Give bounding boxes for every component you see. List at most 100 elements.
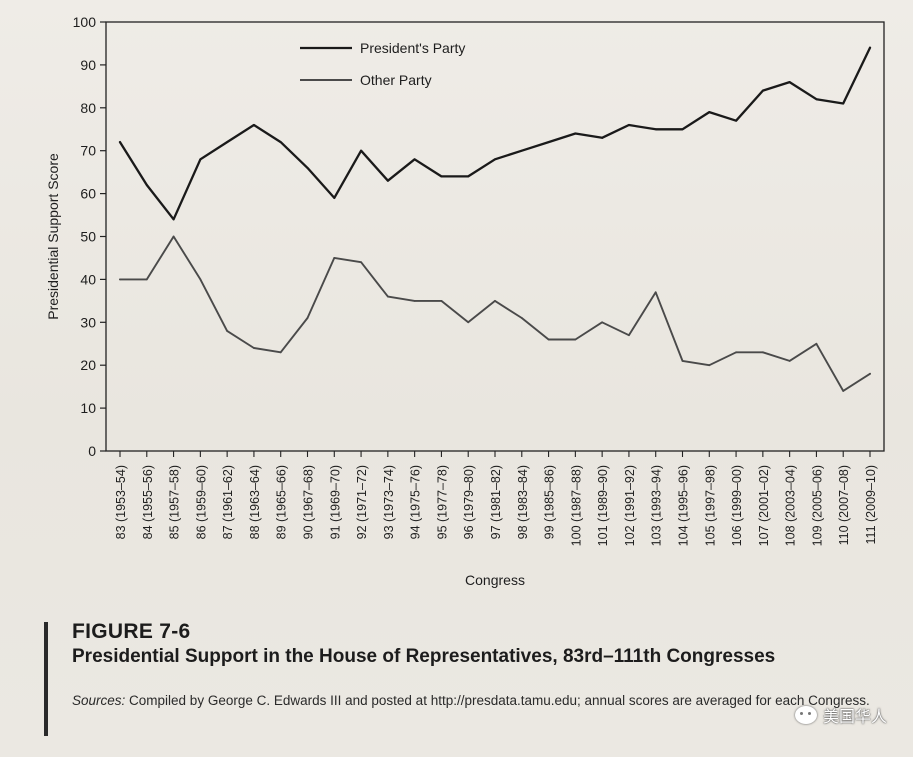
x-tick-label: 97 (1981–82): [489, 465, 503, 539]
data-point: [253, 347, 255, 349]
x-tick-label: 89 (1965–66): [275, 465, 289, 539]
data-point: [199, 278, 202, 281]
data-point: [735, 119, 737, 122]
x-tick-label: 91 (1969–70): [328, 465, 342, 539]
x-tick-label: 105 (1997–98): [703, 465, 717, 546]
data-point: [494, 158, 496, 161]
x-tick-label: 108 (2003–04): [784, 465, 798, 546]
data-point: [226, 141, 229, 144]
data-point: [226, 329, 229, 332]
data-point: [360, 261, 362, 264]
figure-caption: FIGURE 7-6 Presidential Support in the H…: [44, 620, 884, 738]
x-tick-label: 94 (1975–76): [409, 465, 423, 539]
data-point: [360, 149, 362, 152]
y-tick-label: 90: [80, 57, 96, 73]
data-point: [761, 351, 764, 354]
y-tick-label: 0: [88, 443, 96, 459]
x-tick-label: 87 (1961–62): [221, 465, 235, 539]
data-point: [574, 132, 577, 135]
data-point: [547, 338, 550, 341]
data-point: [279, 141, 282, 144]
x-tick-label: 107 (2001–02): [757, 465, 771, 546]
data-point: [520, 149, 523, 152]
data-point: [654, 291, 657, 294]
y-tick-label: 50: [80, 229, 96, 245]
data-point: [172, 235, 175, 238]
data-point: [628, 334, 630, 337]
data-point: [199, 158, 202, 161]
x-tick-label: 99 (1985–86): [543, 465, 557, 539]
x-tick-label: 100 (1987–88): [569, 465, 583, 546]
watermark: 美国华人: [794, 703, 887, 727]
data-point: [253, 124, 255, 126]
data-point: [386, 179, 389, 182]
source-text: Compiled by George C. Edwards III and po…: [125, 693, 870, 708]
data-point: [386, 295, 389, 298]
data-point: [869, 46, 871, 49]
data-point: [333, 196, 336, 199]
data-point: [467, 321, 470, 324]
data-point: [842, 102, 845, 105]
y-tick-label: 40: [80, 271, 96, 287]
x-tick-label: 103 (1993–94): [650, 465, 664, 546]
data-point: [520, 317, 523, 319]
data-point: [681, 360, 684, 362]
x-tick-label: 85 (1957–58): [168, 465, 182, 539]
y-tick-label: 70: [80, 143, 96, 159]
legend-label: President's Party: [360, 40, 465, 56]
figure-label: FIGURE 7-6: [72, 620, 191, 643]
wechat-icon: [794, 706, 817, 724]
data-point: [761, 89, 764, 92]
data-point: [574, 338, 577, 341]
data-point: [788, 360, 791, 362]
legend-label: Other Party: [360, 72, 432, 88]
figure-title: Presidential Support in the House of Rep…: [72, 646, 776, 667]
data-point: [333, 257, 336, 259]
x-tick-label: 90 (1967–68): [302, 465, 316, 539]
x-tick-label: 86 (1959–60): [194, 465, 208, 539]
data-point: [145, 184, 148, 186]
y-tick-label: 80: [80, 100, 96, 116]
data-point: [628, 124, 630, 126]
x-tick-label: 111 (2009–10): [864, 465, 878, 544]
data-point: [708, 111, 711, 113]
series-line-other-party: [119, 235, 871, 392]
x-tick-label: 83 (1953–54): [114, 465, 128, 539]
x-tick-label: 98 (1983–84): [516, 465, 530, 539]
data-point: [306, 166, 309, 169]
data-point: [842, 390, 845, 392]
figure-source: Sources: Compiled by George C. Edwards I…: [72, 690, 882, 711]
x-tick-label: 110 (2007–08): [837, 465, 851, 545]
data-point: [654, 128, 657, 131]
y-tick-label: 100: [73, 14, 97, 30]
watermark-text: 美国华人: [822, 707, 887, 726]
data-point: [815, 342, 818, 345]
data-point: [440, 299, 443, 302]
x-tick-label: 93 (1973–74): [382, 465, 396, 539]
y-tick-label: 60: [80, 186, 96, 202]
y-tick-label: 20: [80, 357, 96, 373]
x-tick-label: 106 (1999–00): [730, 465, 744, 546]
y-tick-label: 10: [80, 400, 96, 416]
data-point: [815, 98, 818, 101]
x-tick-label: 84 (1955–56): [141, 465, 155, 539]
caption-rule: [44, 622, 48, 736]
data-point: [788, 81, 791, 83]
data-point: [306, 317, 309, 319]
x-tick-label: 104 (1995–96): [677, 465, 691, 546]
x-tick-label: 109 (2005–06): [810, 465, 824, 546]
x-tick-label: 88 (1963–64): [248, 465, 262, 539]
y-axis-label: Presidential Support Score: [45, 153, 61, 320]
x-tick-label: 96 (1979–80): [462, 465, 476, 539]
data-point: [467, 175, 470, 178]
x-tick-label: 92 (1971–72): [355, 465, 369, 539]
x-tick-label: 101 (1989–90): [596, 465, 610, 546]
x-tick-label: 95 (1977–78): [435, 465, 449, 539]
plot-frame: [105, 21, 885, 452]
presidential-support-chart: 0 10 20 30 40 50 60 70 80 90 100 Presidential Suppo…: [45, 14, 885, 588]
data-point: [601, 321, 604, 324]
y-tick-label: 30: [80, 314, 96, 330]
data-point: [413, 299, 416, 302]
data-point: [547, 141, 550, 144]
